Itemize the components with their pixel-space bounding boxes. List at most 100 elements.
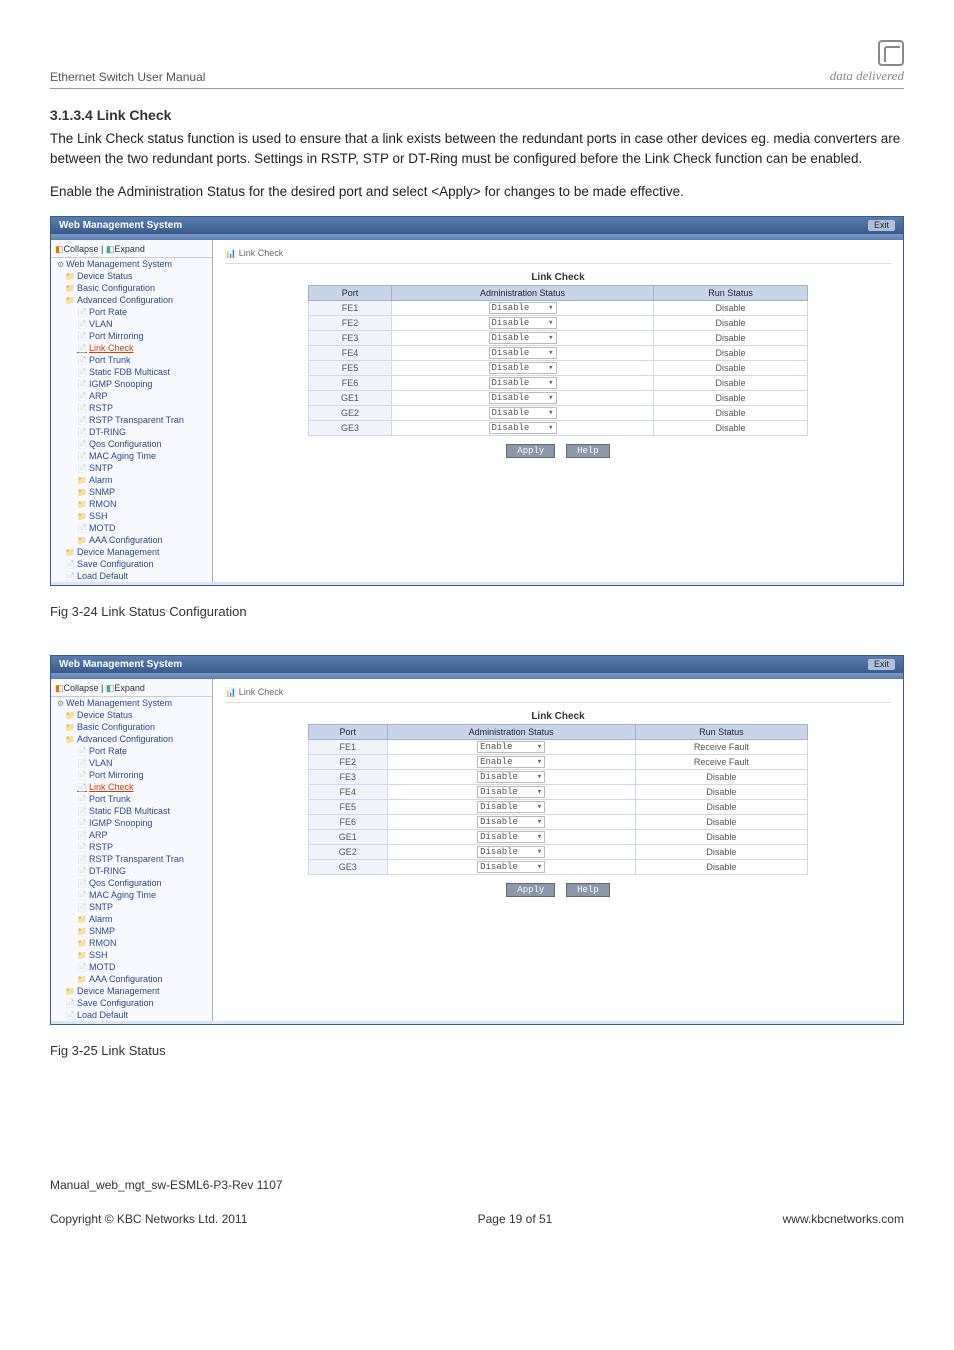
window-titlebar: Web Management System Exit [51,217,903,234]
tree-item-motd[interactable]: MOTD [51,961,212,973]
tree-item-mac-aging-time[interactable]: MAC Aging Time [51,889,212,901]
tree-item-link-check[interactable]: Link Check [51,781,212,793]
tree-item-igmp-snooping[interactable]: IGMP Snooping [51,817,212,829]
tree-item-save-configuration[interactable]: Save Configuration [51,558,212,570]
tree-item-aaa-configuration[interactable]: AAA Configuration [51,973,212,985]
exit-button[interactable]: Exit [868,220,895,231]
tree-item-ssh[interactable]: SSH [51,949,212,961]
tree-item-alarm[interactable]: Alarm [51,913,212,925]
tree-item-vlan[interactable]: VLAN [51,318,212,330]
admin-status-select[interactable]: Disable [477,801,545,813]
nav-tree: ◧Collapse | ◧Expand Web Management Syste… [51,679,213,1021]
exit-button[interactable]: Exit [868,659,895,670]
tree-item-device-management[interactable]: Device Management [51,985,212,997]
admin-status-select[interactable]: Disable [477,861,545,873]
port-cell: GE3 [309,420,392,435]
tree-item-sntp[interactable]: SNTP [51,462,212,474]
table-row: FE1 Enable Receive Fault [309,739,808,754]
admin-status-select[interactable]: Disable [489,392,557,404]
admin-status-select[interactable]: Disable [477,786,545,798]
tree-item-advanced-configuration[interactable]: Advanced Configuration [51,294,212,306]
run-status-cell: Disable [635,769,807,784]
help-button[interactable]: Help [566,444,610,458]
tree-item-port-rate[interactable]: Port Rate [51,306,212,318]
col-port: Port [309,724,388,739]
port-cell: FE1 [309,739,388,754]
tree-item-alarm[interactable]: Alarm [51,474,212,486]
apply-button[interactable]: Apply [506,883,555,897]
tree-item-aaa-configuration[interactable]: AAA Configuration [51,534,212,546]
tree-item-arp[interactable]: ARP [51,829,212,841]
port-cell: GE3 [309,859,388,874]
tree-item-device-status[interactable]: Device Status [51,270,212,282]
admin-status-select[interactable]: Disable [489,332,557,344]
tree-item-ssh[interactable]: SSH [51,510,212,522]
tree-item-port-rate[interactable]: Port Rate [51,745,212,757]
tree-item-basic-configuration[interactable]: Basic Configuration [51,721,212,733]
tree-item-port-mirroring[interactable]: Port Mirroring [51,769,212,781]
collapse-expand-bar[interactable]: ◧Collapse | ◧Expand [51,681,212,697]
tree-item-rstp[interactable]: RSTP [51,841,212,853]
logo-icon [878,40,904,66]
tree-item-port-mirroring[interactable]: Port Mirroring [51,330,212,342]
admin-status-select[interactable]: Disable [477,771,545,783]
apply-button[interactable]: Apply [506,444,555,458]
tree-item-device-management[interactable]: Device Management [51,546,212,558]
tree-item-save-configuration[interactable]: Save Configuration [51,997,212,1009]
port-cell: FE2 [309,754,388,769]
run-status-cell: Disable [654,420,808,435]
tree-item-dt-ring[interactable]: DT-RING [51,865,212,877]
admin-status-select[interactable]: Disable [477,846,545,858]
tree-item-motd[interactable]: MOTD [51,522,212,534]
tree-item-static-fdb-multicast[interactable]: Static FDB Multicast [51,366,212,378]
tree-item-dt-ring[interactable]: DT-RING [51,426,212,438]
table-row: GE2 Disable Disable [309,844,808,859]
admin-status-select[interactable]: Enable [477,756,545,768]
admin-status-select[interactable]: Enable [477,741,545,753]
tree-item-vlan[interactable]: VLAN [51,757,212,769]
tree-item-sntp[interactable]: SNTP [51,901,212,913]
table-row: FE5 Disable Disable [309,360,808,375]
tree-item-qos-configuration[interactable]: Qos Configuration [51,438,212,450]
tree-item-static-fdb-multicast[interactable]: Static FDB Multicast [51,805,212,817]
tree-item-load-default[interactable]: Load Default [51,570,212,582]
admin-status-select[interactable]: Disable [489,362,557,374]
admin-status-cell: Disable [391,300,653,315]
tree-item-port-trunk[interactable]: Port Trunk [51,793,212,805]
tree-item-qos-configuration[interactable]: Qos Configuration [51,877,212,889]
tree-item-rstp-transparent-tran[interactable]: RSTP Transparent Tran [51,414,212,426]
tree-item-link-check[interactable]: Link Check [51,342,212,354]
admin-status-select[interactable]: Disable [489,377,557,389]
paragraph-1: The Link Check status function is used t… [50,129,904,168]
logo: data delivered [830,40,904,84]
collapse-expand-bar[interactable]: ◧Collapse | ◧Expand [51,242,212,258]
tree-item-rmon[interactable]: RMON [51,937,212,949]
help-button[interactable]: Help [566,883,610,897]
port-cell: FE3 [309,330,392,345]
admin-status-select[interactable]: Disable [489,407,557,419]
tree-item-snmp[interactable]: SNMP [51,486,212,498]
admin-status-select[interactable]: Disable [477,831,545,843]
link-check-table: Port Administration Status Run Status FE… [308,724,808,875]
panel-title: Link Check [225,272,891,283]
tree-item-rmon[interactable]: RMON [51,498,212,510]
port-cell: GE1 [309,829,388,844]
tree-item-advanced-configuration[interactable]: Advanced Configuration [51,733,212,745]
tree-item-igmp-snooping[interactable]: IGMP Snooping [51,378,212,390]
tree-item-load-default[interactable]: Load Default [51,1009,212,1021]
tree-item-arp[interactable]: ARP [51,390,212,402]
admin-status-cell: Disable [391,330,653,345]
admin-status-select[interactable]: Disable [489,302,557,314]
tree-item-rstp-transparent-tran[interactable]: RSTP Transparent Tran [51,853,212,865]
tree-item-basic-configuration[interactable]: Basic Configuration [51,282,212,294]
tree-item-device-status[interactable]: Device Status [51,709,212,721]
tree-item-port-trunk[interactable]: Port Trunk [51,354,212,366]
tree-item-mac-aging-time[interactable]: MAC Aging Time [51,450,212,462]
admin-status-select[interactable]: Disable [489,317,557,329]
run-status-cell: Disable [654,360,808,375]
admin-status-select[interactable]: Disable [489,422,557,434]
admin-status-select[interactable]: Disable [489,347,557,359]
tree-item-snmp[interactable]: SNMP [51,925,212,937]
admin-status-select[interactable]: Disable [477,816,545,828]
tree-item-rstp[interactable]: RSTP [51,402,212,414]
